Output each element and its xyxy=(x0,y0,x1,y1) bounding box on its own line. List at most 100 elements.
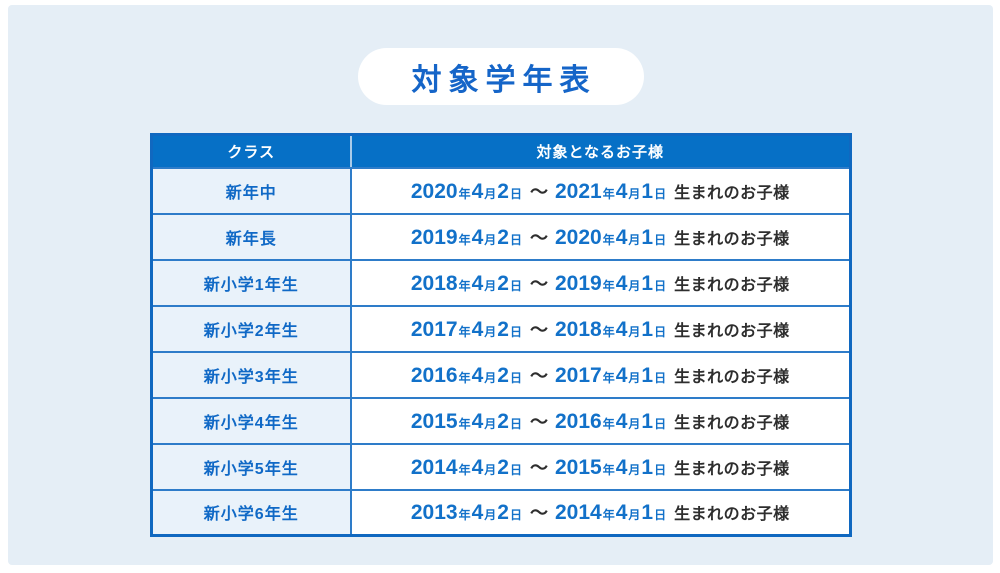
end-year: 2019 xyxy=(554,271,602,295)
start-day: 2 xyxy=(497,363,509,387)
month-unit: 月 xyxy=(484,370,497,385)
day-unit: 日 xyxy=(654,508,667,523)
range-separator: ～ xyxy=(529,411,548,432)
year-unit: 年 xyxy=(602,508,615,523)
year-unit: 年 xyxy=(602,324,615,339)
end-month: 4 xyxy=(615,363,628,387)
start-year: 2020 xyxy=(410,179,458,203)
month-unit: 月 xyxy=(628,232,641,247)
page-title: 対象学年表 xyxy=(411,63,597,97)
start-day: 2 xyxy=(497,501,509,525)
year-unit: 年 xyxy=(458,324,471,339)
start-month: 4 xyxy=(471,179,484,203)
start-month: 4 xyxy=(471,409,484,433)
start-month: 4 xyxy=(471,455,484,479)
start-year: 2019 xyxy=(410,225,458,249)
range-cell: 2013年4月2日～ 2014年4月1日 生まれのお子様 xyxy=(350,488,851,537)
table-row: 新小学3年生 2016年4月2日～ 2017年4月1日 生まれのお子様 xyxy=(150,350,851,399)
table-row: 新小学6年生 2013年4月2日～ 2014年4月1日 生まれのお子様 xyxy=(150,488,851,537)
end-day: 1 xyxy=(641,455,654,479)
month-unit: 月 xyxy=(628,370,641,385)
month-unit: 月 xyxy=(484,416,497,431)
range-cell: 2017年4月2日～ 2018年4月1日 生まれのお子様 xyxy=(350,304,851,353)
class-cell: 新小学3年生 xyxy=(150,350,352,399)
end-year: 2020 xyxy=(554,225,602,249)
start-year: 2014 xyxy=(410,455,458,479)
month-unit: 月 xyxy=(484,324,497,339)
class-cell: 新小学5年生 xyxy=(150,442,352,491)
start-day: 2 xyxy=(497,225,509,249)
day-unit: 日 xyxy=(654,186,667,201)
year-unit: 年 xyxy=(458,278,471,293)
grade-table: クラス 対象となるお子様 新年中 2020年4月2日～ 2021年4月1日 生まれの… xyxy=(149,133,852,537)
day-unit: 日 xyxy=(654,462,667,477)
day-unit: 日 xyxy=(509,324,522,339)
end-year: 2017 xyxy=(554,363,602,387)
year-unit: 年 xyxy=(602,278,615,293)
table-row: 新小学1年生 2018年4月2日～ 2019年4月1日 生まれのお子様 xyxy=(150,258,851,307)
start-month: 4 xyxy=(471,271,484,295)
range-separator: ～ xyxy=(529,457,548,478)
range-separator: ～ xyxy=(529,227,548,248)
born-suffix: 生まれのお子様 xyxy=(674,322,790,340)
start-month: 4 xyxy=(471,501,484,525)
end-year: 2018 xyxy=(554,317,602,341)
class-cell: 新年中 xyxy=(150,166,352,215)
born-suffix: 生まれのお子様 xyxy=(674,368,790,386)
content-board: 対象学年表 クラス 対象となるお子様 新年中 2020年4月2日～ 2021年4月… xyxy=(8,5,993,565)
start-month: 4 xyxy=(471,317,484,341)
range-separator: ～ xyxy=(529,503,548,524)
day-unit: 日 xyxy=(509,186,522,201)
day-unit: 日 xyxy=(509,462,522,477)
table-row: 新小学2年生 2017年4月2日～ 2018年4月1日 生まれのお子様 xyxy=(150,304,851,353)
start-year: 2017 xyxy=(410,317,458,341)
end-year: 2015 xyxy=(554,455,602,479)
month-unit: 月 xyxy=(484,186,497,201)
year-unit: 年 xyxy=(458,232,471,247)
born-suffix: 生まれのお子様 xyxy=(674,414,790,432)
month-unit: 月 xyxy=(484,278,497,293)
title-badge: 対象学年表 xyxy=(357,48,644,105)
year-unit: 年 xyxy=(458,462,471,477)
end-month: 4 xyxy=(615,455,628,479)
born-suffix: 生まれのお子様 xyxy=(674,506,790,524)
end-month: 4 xyxy=(615,317,628,341)
table-row: 新小学5年生 2014年4月2日～ 2015年4月1日 生まれのお子様 xyxy=(150,442,851,491)
born-suffix: 生まれのお子様 xyxy=(674,184,790,202)
month-unit: 月 xyxy=(628,324,641,339)
day-unit: 日 xyxy=(509,370,522,385)
range-cell: 2015年4月2日～ 2016年4月1日 生まれのお子様 xyxy=(350,396,851,445)
range-cell: 2016年4月2日～ 2017年4月1日 生まれのお子様 xyxy=(350,350,851,399)
start-day: 2 xyxy=(497,271,509,295)
year-unit: 年 xyxy=(602,462,615,477)
end-day: 1 xyxy=(641,363,654,387)
end-day: 1 xyxy=(641,501,654,525)
day-unit: 日 xyxy=(509,416,522,431)
month-unit: 月 xyxy=(484,462,497,477)
class-cell: 新小学4年生 xyxy=(150,396,352,445)
day-unit: 日 xyxy=(509,278,522,293)
end-day: 1 xyxy=(641,225,654,249)
class-cell: 新年長 xyxy=(150,212,352,261)
table-row: 新小学4年生 2015年4月2日～ 2016年4月1日 生まれのお子様 xyxy=(150,396,851,445)
born-suffix: 生まれのお子様 xyxy=(674,276,790,294)
class-cell: 新小学6年生 xyxy=(150,488,352,537)
year-unit: 年 xyxy=(458,508,471,523)
end-day: 1 xyxy=(641,317,654,341)
end-year: 2016 xyxy=(554,409,602,433)
born-suffix: 生まれのお子様 xyxy=(674,230,790,248)
month-unit: 月 xyxy=(628,186,641,201)
year-unit: 年 xyxy=(602,370,615,385)
day-unit: 日 xyxy=(654,232,667,247)
year-unit: 年 xyxy=(458,370,471,385)
class-cell: 新小学2年生 xyxy=(150,304,352,353)
table-row: 新年長 2019年4月2日～ 2020年4月1日 生まれのお子様 xyxy=(150,212,851,261)
start-year: 2016 xyxy=(410,363,458,387)
range-separator: ～ xyxy=(529,181,548,202)
table-header-class: クラス xyxy=(151,134,352,169)
start-month: 4 xyxy=(471,363,484,387)
month-unit: 月 xyxy=(484,508,497,523)
end-day: 1 xyxy=(641,179,654,203)
year-unit: 年 xyxy=(602,416,615,431)
